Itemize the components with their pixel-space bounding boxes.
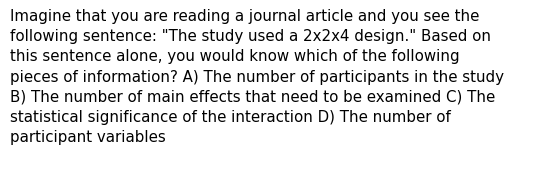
- Text: Imagine that you are reading a journal article and you see the
following sentenc: Imagine that you are reading a journal a…: [10, 9, 504, 145]
